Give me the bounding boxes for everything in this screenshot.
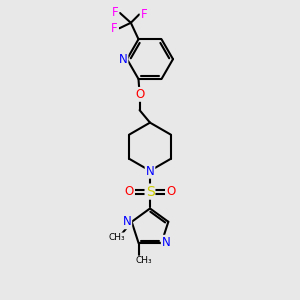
Text: O: O — [135, 88, 144, 101]
Text: N: N — [119, 52, 128, 66]
Text: CH₃: CH₃ — [136, 256, 152, 265]
Text: S: S — [146, 184, 154, 199]
Text: N: N — [122, 215, 131, 228]
Text: F: F — [141, 8, 147, 20]
Text: O: O — [125, 185, 134, 198]
Text: F: F — [112, 6, 119, 19]
Text: CH₃: CH₃ — [108, 233, 125, 242]
Text: N: N — [146, 165, 154, 178]
Text: F: F — [111, 22, 118, 35]
Text: O: O — [166, 185, 175, 198]
Text: N: N — [162, 236, 170, 249]
